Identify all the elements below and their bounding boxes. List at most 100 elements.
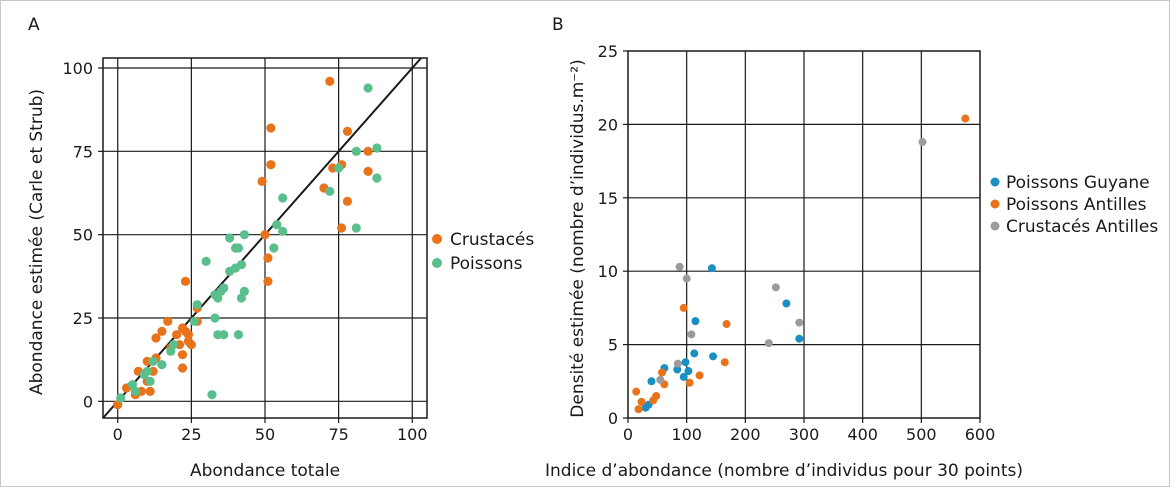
data-point-crustac-s [177,350,188,360]
data-point-poissons [145,376,155,386]
x-tick-label: 300 [789,425,820,444]
panel-a-legend: Crustacés Poissons [432,230,534,274]
panel-b-x-axis-label: Indice d’abondance (nombre d’individus p… [545,461,1023,481]
data-point-poissons [157,360,167,370]
data-point-poissons-guyane [782,299,791,308]
data-point-crustac-s-antilles [795,318,804,327]
data-point-poissons-antilles [679,303,688,312]
data-point-crustac-s-antilles [771,283,780,292]
data-point-poissons [334,163,344,173]
data-point-crustac-s [151,333,161,343]
data-point-poissons [233,243,244,253]
x-tick-label: 75 [328,425,348,444]
data-point-poissons-antilles [695,371,704,380]
x-tick-label: 500 [906,425,937,444]
data-point-poissons [278,193,288,203]
data-point-poissons [169,340,179,350]
y-tick-label: 75 [73,142,93,161]
x-tick-label: 200 [730,425,761,444]
data-point-crustac-s [163,316,173,326]
legend-label: Poissons Guyane [1006,173,1150,193]
data-point-poissons-guyane [681,358,690,367]
data-point-poissons [363,83,373,93]
data-point-crustac-s [172,330,182,340]
data-point-crustac-s [177,363,188,373]
y-tick-label: 25 [598,42,618,61]
data-point-poissons [225,233,235,243]
data-point-poissons [201,256,211,266]
legend-label: Crustacés Antilles [1006,217,1158,237]
data-point-poissons-antilles [685,378,694,387]
panel-a-grid [103,58,427,418]
data-point-poissons [325,186,335,196]
data-point-poissons [219,283,229,293]
data-point-crustac-s [157,326,167,336]
data-point-poissons-antilles [634,405,643,414]
legend-marker [990,177,1000,187]
data-point-poissons-antilles [722,320,731,329]
legend-marker [432,258,442,268]
legend-label: Poissons [450,254,523,274]
panel-a-points [113,76,382,410]
y-tick-label: 25 [73,309,93,328]
data-point-poissons [272,220,282,230]
data-point-crustac-s [266,123,276,133]
data-point-crustac-s [263,253,273,263]
data-point-poissons-guyane [679,372,688,381]
data-point-poissons-guyane [690,349,699,358]
panel-a-y-axis-label: Abondance estimée (Carle et Strub) [27,89,47,395]
y-tick-label: 0 [608,409,618,428]
x-tick-label: 25 [181,425,201,444]
data-point-crustac-s [266,160,276,170]
data-point-crustac-s-antilles [764,339,773,348]
data-point-poissons [210,313,220,323]
data-point-poissons-antilles [658,368,667,377]
data-point-crustac-s [186,340,196,350]
data-point-crustac-s [363,166,373,176]
data-point-poissons [236,260,247,270]
x-tick-label: 50 [255,425,275,444]
data-point-poissons [269,243,279,253]
data-point-crustac-s-antilles [656,375,665,384]
data-point-crustac-s [336,223,347,233]
y-tick-label: 0 [83,392,93,411]
panel-a-tick-labels: 0 25 50 75 100 0 25 50 75 100 [62,59,427,444]
data-point-crustac-s [145,386,155,396]
data-point-crustac-s [180,276,191,286]
data-point-crustac-s [363,146,373,156]
data-point-poissons [233,330,244,340]
data-point-poissons-antilles [961,114,970,123]
data-point-poissons [130,386,140,396]
data-point-poissons [116,393,126,403]
y-tick-label: 100 [62,59,93,78]
panel-a-x-axis-label: Abondance totale [190,461,340,481]
data-point-poissons [239,286,249,296]
data-point-crustac-s [183,330,194,340]
panel-b-tick-labels: 0 100 200 300 400 500 600 0 5 10 15 20 25 [598,42,996,444]
y-tick-label: 15 [598,189,618,208]
data-point-poissons [372,143,382,153]
panel-b-y-axis-label: Densité estimée (nombre d’individus.m⁻²) [568,59,588,417]
data-point-poissons [148,356,158,366]
y-tick-label: 10 [598,262,618,281]
data-point-poissons-guyane [684,367,693,376]
data-point-poissons-guyane [707,264,716,273]
data-point-crustac-s [257,176,267,186]
data-point-poissons [239,230,249,240]
data-point-crustac-s [342,126,353,136]
y-tick-label: 5 [608,336,618,355]
data-point-crustac-s [260,230,270,240]
panel-b-grid [628,51,980,418]
data-point-poissons [192,300,202,310]
panel-b: B 0 100 200 300 400 500 600 0 5 10 15 20 25 Indice d… [545,15,1158,481]
data-point-poissons-antilles [632,387,641,396]
legend-label: Poissons Antilles [1006,195,1147,215]
data-point-poissons [351,146,361,156]
data-point-poissons [278,226,288,236]
x-tick-label: 0 [623,425,633,444]
x-tick-label: 400 [847,425,878,444]
data-point-poissons-guyane [673,365,682,374]
legend-label: Crustacés [450,230,534,250]
data-point-poissons [142,366,152,376]
